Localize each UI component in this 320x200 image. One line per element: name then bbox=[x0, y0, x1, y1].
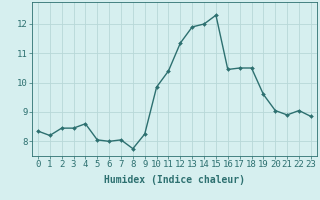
X-axis label: Humidex (Indice chaleur): Humidex (Indice chaleur) bbox=[104, 175, 245, 185]
